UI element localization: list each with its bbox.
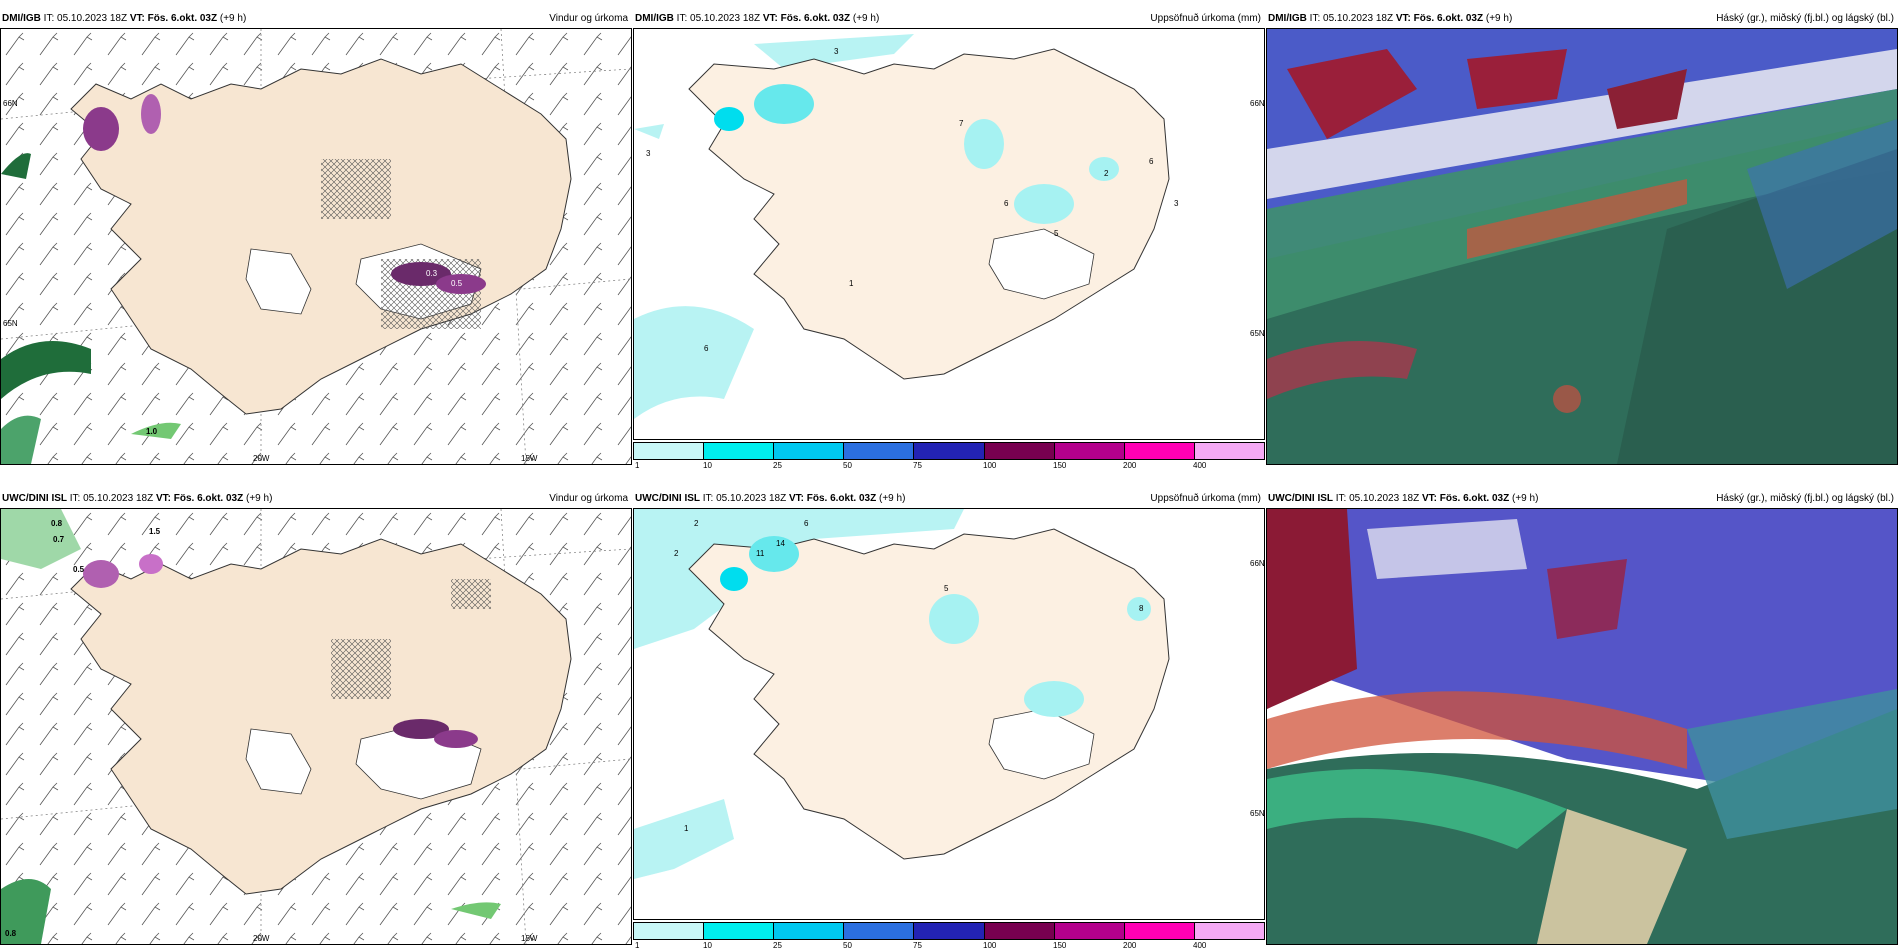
value-label: 1.5 <box>149 527 161 536</box>
colorbar-tick: 50 <box>843 461 852 470</box>
iceland-outline <box>70 58 572 415</box>
colorbar-swatch <box>1054 923 1125 939</box>
colorbar-swatch <box>774 443 845 459</box>
panel-header: DMI/IGB IT: 05.10.2023 18Z VT: Fös. 6.ok… <box>0 10 632 28</box>
panel-header: UWC/DINI ISL IT: 05.10.2023 18Z VT: Fös.… <box>1266 490 1898 508</box>
lon-label: 20W <box>253 934 270 943</box>
value-label: 3 <box>646 149 651 158</box>
lat-label: 65N <box>3 319 18 328</box>
value-label: 3 <box>1174 199 1179 208</box>
colorbar-swatch <box>1054 443 1125 459</box>
value-label: 5 <box>1054 229 1059 238</box>
lon-label: 15W <box>521 454 538 463</box>
panel-uwc-wind: UWC/DINI ISL IT: 05.10.2023 18Z VT: Fös.… <box>0 490 632 945</box>
colorbar-tick: 150 <box>1053 941 1067 950</box>
map-area[interactable]: 0.8 0.7 0.5 1.5 0.8 20W 15W <box>0 508 632 945</box>
colorbar-tick: 100 <box>983 461 997 470</box>
colorbar-swatch <box>914 923 985 939</box>
colorbar-swatch <box>1194 923 1264 939</box>
panel-dmi-clouds: DMI/IGB IT: 05.10.2023 18Z VT: Fös. 6.ok… <box>1266 10 1898 465</box>
lon-label: 15W <box>521 934 538 943</box>
colorbar-swatch <box>984 923 1055 939</box>
value-label: 11 <box>756 549 765 558</box>
colorbar: 1 10 25 50 75 100 150 200 400 <box>633 442 1265 470</box>
colorbar-tick: 150 <box>1053 461 1067 470</box>
colorbar-tick: 1 <box>635 941 640 950</box>
colorbar-tick: 75 <box>913 461 922 470</box>
value-label: 3 <box>834 47 839 56</box>
panel-header: DMI/IGB IT: 05.10.2023 18Z VT: Fös. 6.ok… <box>633 10 1265 28</box>
colorbar-swatch <box>704 443 775 459</box>
colorbar: 1 10 25 50 75 100 150 200 400 <box>633 922 1265 950</box>
value-label: 5 <box>944 584 949 593</box>
colorbar-tick: 25 <box>773 941 782 950</box>
panel-title: Vindur og úrkoma <box>549 13 628 24</box>
map-area[interactable]: 1.0 0.3 0.5 20W 15W 66N 65N <box>0 28 632 465</box>
colorbar-swatch <box>634 923 705 939</box>
panel-uwc-clouds: UWC/DINI ISL IT: 05.10.2023 18Z VT: Fös.… <box>1266 490 1898 945</box>
colorbar-tick: 200 <box>1123 461 1137 470</box>
value-label: 0.8 <box>5 929 17 938</box>
colorbar-swatch <box>844 443 915 459</box>
panel-header: UWC/DINI ISL IT: 05.10.2023 18Z VT: Fös.… <box>633 490 1265 508</box>
colorbar-swatch <box>1194 443 1264 459</box>
colorbar-tick: 400 <box>1193 941 1207 950</box>
value-label: 8 <box>1139 604 1144 613</box>
colorbar-tick: 100 <box>983 941 997 950</box>
panel-title: Háský (gr.), miðský (fj.bl.) og lágský (… <box>1716 13 1894 24</box>
colorbar-swatch <box>704 923 775 939</box>
lat-label: 66N <box>1250 99 1265 108</box>
colorbar-swatch <box>634 443 705 459</box>
colorbar-tick: 25 <box>773 461 782 470</box>
value-label: 0.5 <box>451 279 463 288</box>
map-area[interactable] <box>1266 508 1898 945</box>
value-label: 0.8 <box>51 519 63 528</box>
value-label: 6 <box>804 519 809 528</box>
lon-label: 20W <box>253 454 270 463</box>
value-label: 6 <box>1004 199 1009 208</box>
colorbar-tick: 75 <box>913 941 922 950</box>
value-label: 14 <box>776 539 785 548</box>
colorbar-swatch <box>844 923 915 939</box>
lat-label: 66N <box>1250 559 1265 568</box>
map-area[interactable]: 3 3 6 7 6 5 2 6 3 1 66N 65N <box>633 28 1265 440</box>
value-label: 2 <box>674 549 679 558</box>
colorbar-tick: 10 <box>703 461 712 470</box>
value-label: 7 <box>959 119 964 128</box>
colorbar-tick: 50 <box>843 941 852 950</box>
panel-title: Uppsöfnuð úrkoma (mm) <box>1150 13 1261 24</box>
panel-dmi-wind: DMI/IGB IT: 05.10.2023 18Z VT: Fös. 6.ok… <box>0 10 632 465</box>
value-label: 6 <box>704 344 709 353</box>
colorbar-swatch <box>914 443 985 459</box>
panel-dmi-precip: DMI/IGB IT: 05.10.2023 18Z VT: Fös. 6.ok… <box>633 10 1265 470</box>
value-label: 0.3 <box>426 269 438 278</box>
value-label: 2 <box>694 519 699 528</box>
panel-header: DMI/IGB IT: 05.10.2023 18Z VT: Fös. 6.ok… <box>1266 10 1898 28</box>
value-label: 6 <box>1149 157 1154 166</box>
value-label: 0.5 <box>73 565 85 574</box>
lat-label: 65N <box>1250 809 1265 818</box>
colorbar-swatch <box>984 443 1055 459</box>
panel-title: Háský (gr.), miðský (fj.bl.) og lágský (… <box>1716 493 1894 504</box>
value-label: 1 <box>849 279 854 288</box>
panel-title: Vindur og úrkoma <box>549 493 628 504</box>
panel-title: Uppsöfnuð úrkoma (mm) <box>1150 493 1261 504</box>
colorbar-swatch <box>1124 923 1195 939</box>
colorbar-tick: 10 <box>703 941 712 950</box>
value-label: 1 <box>684 824 689 833</box>
lat-label: 66N <box>3 99 18 108</box>
value-label: 0.7 <box>53 535 65 544</box>
colorbar-swatch <box>1124 443 1195 459</box>
map-area[interactable] <box>1266 28 1898 465</box>
colorbar-tick: 200 <box>1123 941 1137 950</box>
panel-uwc-precip: UWC/DINI ISL IT: 05.10.2023 18Z VT: Fös.… <box>633 490 1265 950</box>
map-area[interactable]: 2 2 6 11 14 5 8 1 66N 65N <box>633 508 1265 920</box>
value-label: 1.0 <box>146 427 158 436</box>
panel-header: UWC/DINI ISL IT: 05.10.2023 18Z VT: Fös.… <box>0 490 632 508</box>
value-label: 2 <box>1104 169 1109 178</box>
colorbar-tick: 1 <box>635 461 640 470</box>
colorbar-tick: 400 <box>1193 461 1207 470</box>
lat-label: 65N <box>1250 329 1265 338</box>
colorbar-swatch <box>774 923 845 939</box>
